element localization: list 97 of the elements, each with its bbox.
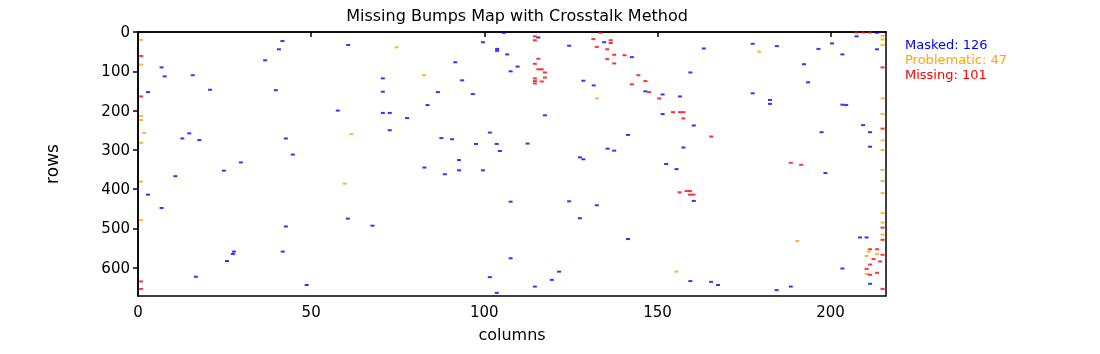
point (139, 63, 144, 66)
point (681, 117, 686, 120)
point (788, 161, 793, 164)
point (636, 74, 641, 77)
x-tick-label: 200 (816, 302, 845, 321)
point (880, 253, 885, 256)
point (709, 135, 714, 138)
point (880, 97, 885, 100)
point (139, 180, 144, 183)
point (139, 280, 144, 283)
y-tick-label: 500 (101, 219, 130, 238)
point (612, 53, 617, 56)
point (542, 76, 547, 79)
point (532, 39, 537, 42)
point (880, 149, 885, 152)
point (880, 179, 885, 182)
y-axis-title: rows (41, 143, 62, 184)
y-tick-label: 600 (101, 258, 130, 277)
point (605, 48, 610, 51)
point (647, 91, 652, 94)
point (139, 95, 144, 98)
point (868, 31, 873, 34)
point (394, 46, 399, 49)
point (691, 193, 696, 196)
point (681, 111, 686, 114)
point (608, 39, 613, 42)
point (875, 271, 879, 274)
point (799, 163, 804, 166)
point (657, 97, 662, 100)
point (757, 50, 762, 53)
series-label: Problematic: 47 (905, 52, 1008, 67)
point (880, 212, 885, 215)
point (875, 248, 879, 251)
point (139, 38, 144, 41)
point (864, 254, 869, 257)
point (539, 80, 544, 83)
point (880, 238, 885, 241)
point (629, 83, 634, 86)
point (139, 54, 144, 57)
x-tick-label: 0 (133, 302, 143, 321)
point (594, 45, 599, 48)
point (142, 131, 147, 134)
y-tick-label: 100 (101, 62, 130, 81)
point (864, 267, 869, 270)
x-tick-label: 100 (469, 302, 499, 321)
point (139, 287, 144, 290)
point (536, 68, 541, 71)
point (598, 31, 603, 34)
x-tick-label: 50 (301, 302, 321, 321)
point (594, 97, 599, 100)
point (880, 226, 885, 229)
point (622, 54, 627, 57)
series-label: Missing: 101 (905, 67, 987, 82)
point (539, 68, 544, 71)
point (868, 263, 873, 266)
point (542, 71, 547, 74)
point (139, 219, 144, 222)
point (671, 111, 676, 114)
point (677, 191, 682, 194)
point (536, 57, 541, 60)
point (880, 287, 885, 290)
x-axis-title: columns (478, 324, 546, 344)
point (612, 62, 617, 65)
y-tick-label: 300 (101, 140, 130, 159)
point (605, 58, 610, 61)
point (868, 273, 873, 276)
point (880, 43, 885, 46)
point (342, 182, 347, 185)
point (532, 77, 537, 80)
point (880, 139, 885, 142)
point (349, 133, 354, 136)
point (422, 74, 427, 77)
y-tick-label: 200 (101, 101, 130, 120)
y-tick-label: 400 (101, 180, 130, 199)
x-tick-label: 150 (643, 302, 672, 321)
point (880, 221, 885, 224)
point (880, 192, 885, 195)
point (139, 141, 144, 144)
point (674, 270, 679, 273)
point (880, 34, 885, 37)
point (871, 258, 876, 261)
point (854, 31, 859, 34)
point (139, 115, 144, 118)
point (880, 113, 885, 116)
point (880, 168, 885, 171)
text: Masked: 126 (905, 37, 988, 52)
chart-title: Missing Bumps Map with Crosstalk Method (346, 5, 688, 25)
point (878, 260, 883, 263)
point (875, 252, 879, 255)
point (532, 35, 537, 38)
y-tick-label: 0 (120, 23, 130, 41)
point (643, 80, 648, 83)
point (880, 38, 885, 41)
point (880, 66, 885, 69)
point (880, 233, 885, 236)
point (861, 31, 866, 34)
point (591, 38, 596, 41)
